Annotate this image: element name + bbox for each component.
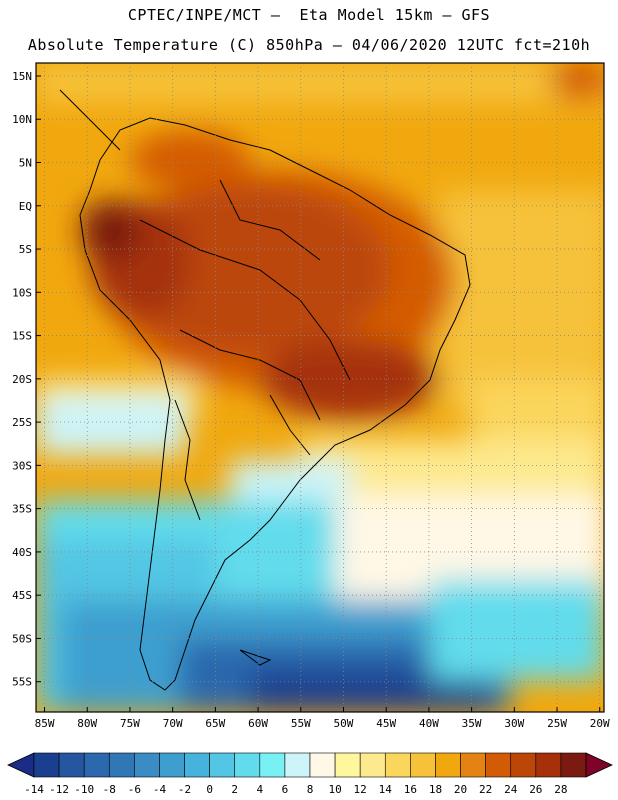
lat-label: 10N <box>12 113 32 126</box>
colorbar-label: -8 <box>103 783 116 796</box>
colorbar-label: -4 <box>153 783 167 796</box>
colorbar-label: 22 <box>479 783 492 796</box>
lat-label: 10S <box>12 286 32 299</box>
colorbar-label: -14 <box>24 783 44 796</box>
lat-label: 25S <box>12 416 32 429</box>
lon-label: 60W <box>248 717 268 730</box>
colorbar-over-arrow <box>585 752 613 778</box>
lat-label: 20S <box>12 373 32 386</box>
lat-label: 5S <box>19 243 32 256</box>
colorbar-cell <box>560 752 587 778</box>
colorbar-cell <box>108 752 135 778</box>
colorbar-label: 12 <box>354 783 367 796</box>
colorbar-label: 6 <box>282 783 289 796</box>
lon-label: 80W <box>77 717 97 730</box>
lat-label: 35S <box>12 503 32 516</box>
lat-lon-grid <box>36 63 604 712</box>
temperature-field <box>36 63 604 712</box>
lon-label: 70W <box>163 717 183 730</box>
colorbar-cell <box>284 752 311 778</box>
lat-label: 15N <box>12 70 32 83</box>
colorbar-label: 14 <box>379 783 393 796</box>
colorbar-cell <box>485 752 512 778</box>
colorbar-label: -2 <box>178 783 191 796</box>
map-title-line1: CPTEC/INPE/MCT – Eta Model 15km – GFS <box>127 6 491 24</box>
lat-label: 5N <box>19 157 32 170</box>
colorbar-label: 8 <box>307 783 314 796</box>
lon-label: 45W <box>376 717 396 730</box>
colorbar-label: -12 <box>49 783 69 796</box>
lat-label: 55S <box>12 676 32 689</box>
colorbar-cell <box>58 752 85 778</box>
lon-label: 30W <box>504 717 524 730</box>
colorbar-cell <box>309 752 336 778</box>
colorbar-cell <box>184 752 210 778</box>
lat-label: 40S <box>12 546 32 559</box>
colorbar-label: -6 <box>128 783 141 796</box>
lon-label: 25W <box>547 717 567 730</box>
colorbar-cell <box>410 752 436 778</box>
lon-label: 75W <box>120 717 140 730</box>
colorbar-cell <box>234 752 261 778</box>
lon-label: 40W <box>419 717 439 730</box>
colorbar-cell <box>83 752 110 778</box>
colorbar-label: 4 <box>257 783 264 796</box>
lon-label: 55W <box>291 717 311 730</box>
colorbar-cell <box>535 752 562 778</box>
colorbar-cell <box>33 752 60 778</box>
colorbar-cell <box>510 752 537 778</box>
lon-label: 65W <box>205 717 225 730</box>
colorbar-cell <box>259 752 286 778</box>
colorbar-label: 16 <box>404 783 417 796</box>
colorbar-label: 26 <box>529 783 542 796</box>
colorbar-label: 24 <box>504 783 518 796</box>
colorbar-cell <box>435 752 461 778</box>
map-title-line2: Absolute Temperature (C) 850hPa – 04/06/… <box>27 36 591 54</box>
lon-label: 50W <box>334 717 354 730</box>
colorbar-cell <box>384 752 411 778</box>
lat-label: 15S <box>12 330 32 343</box>
lat-label: 50S <box>12 632 32 645</box>
colorbar-under-arrow <box>7 752 35 778</box>
lon-label: 85W <box>35 717 55 730</box>
lat-label: 45S <box>12 589 32 602</box>
lon-label: 35W <box>462 717 482 730</box>
map-frame <box>35 62 605 713</box>
colorbar-cell <box>359 752 386 778</box>
colorbar-label: 18 <box>429 783 442 796</box>
colorbar-label: -10 <box>74 783 94 796</box>
colorbar-label: 28 <box>554 783 567 796</box>
colorbar-label: 20 <box>454 783 467 796</box>
lat-label: EQ <box>19 200 32 213</box>
lon-label: 20W <box>590 717 610 730</box>
colorbar-label: 2 <box>231 783 238 796</box>
lat-label: 30S <box>12 459 32 472</box>
colorbar-cell <box>460 752 486 778</box>
colorbar-cell <box>159 752 185 778</box>
colorbar-label: 10 <box>328 783 341 796</box>
colorbar-label: 0 <box>206 783 213 796</box>
colorbar-cell <box>209 752 236 778</box>
coastlines <box>59 89 471 691</box>
colorbar-cell <box>334 752 361 778</box>
colorbar-cell <box>134 752 160 778</box>
